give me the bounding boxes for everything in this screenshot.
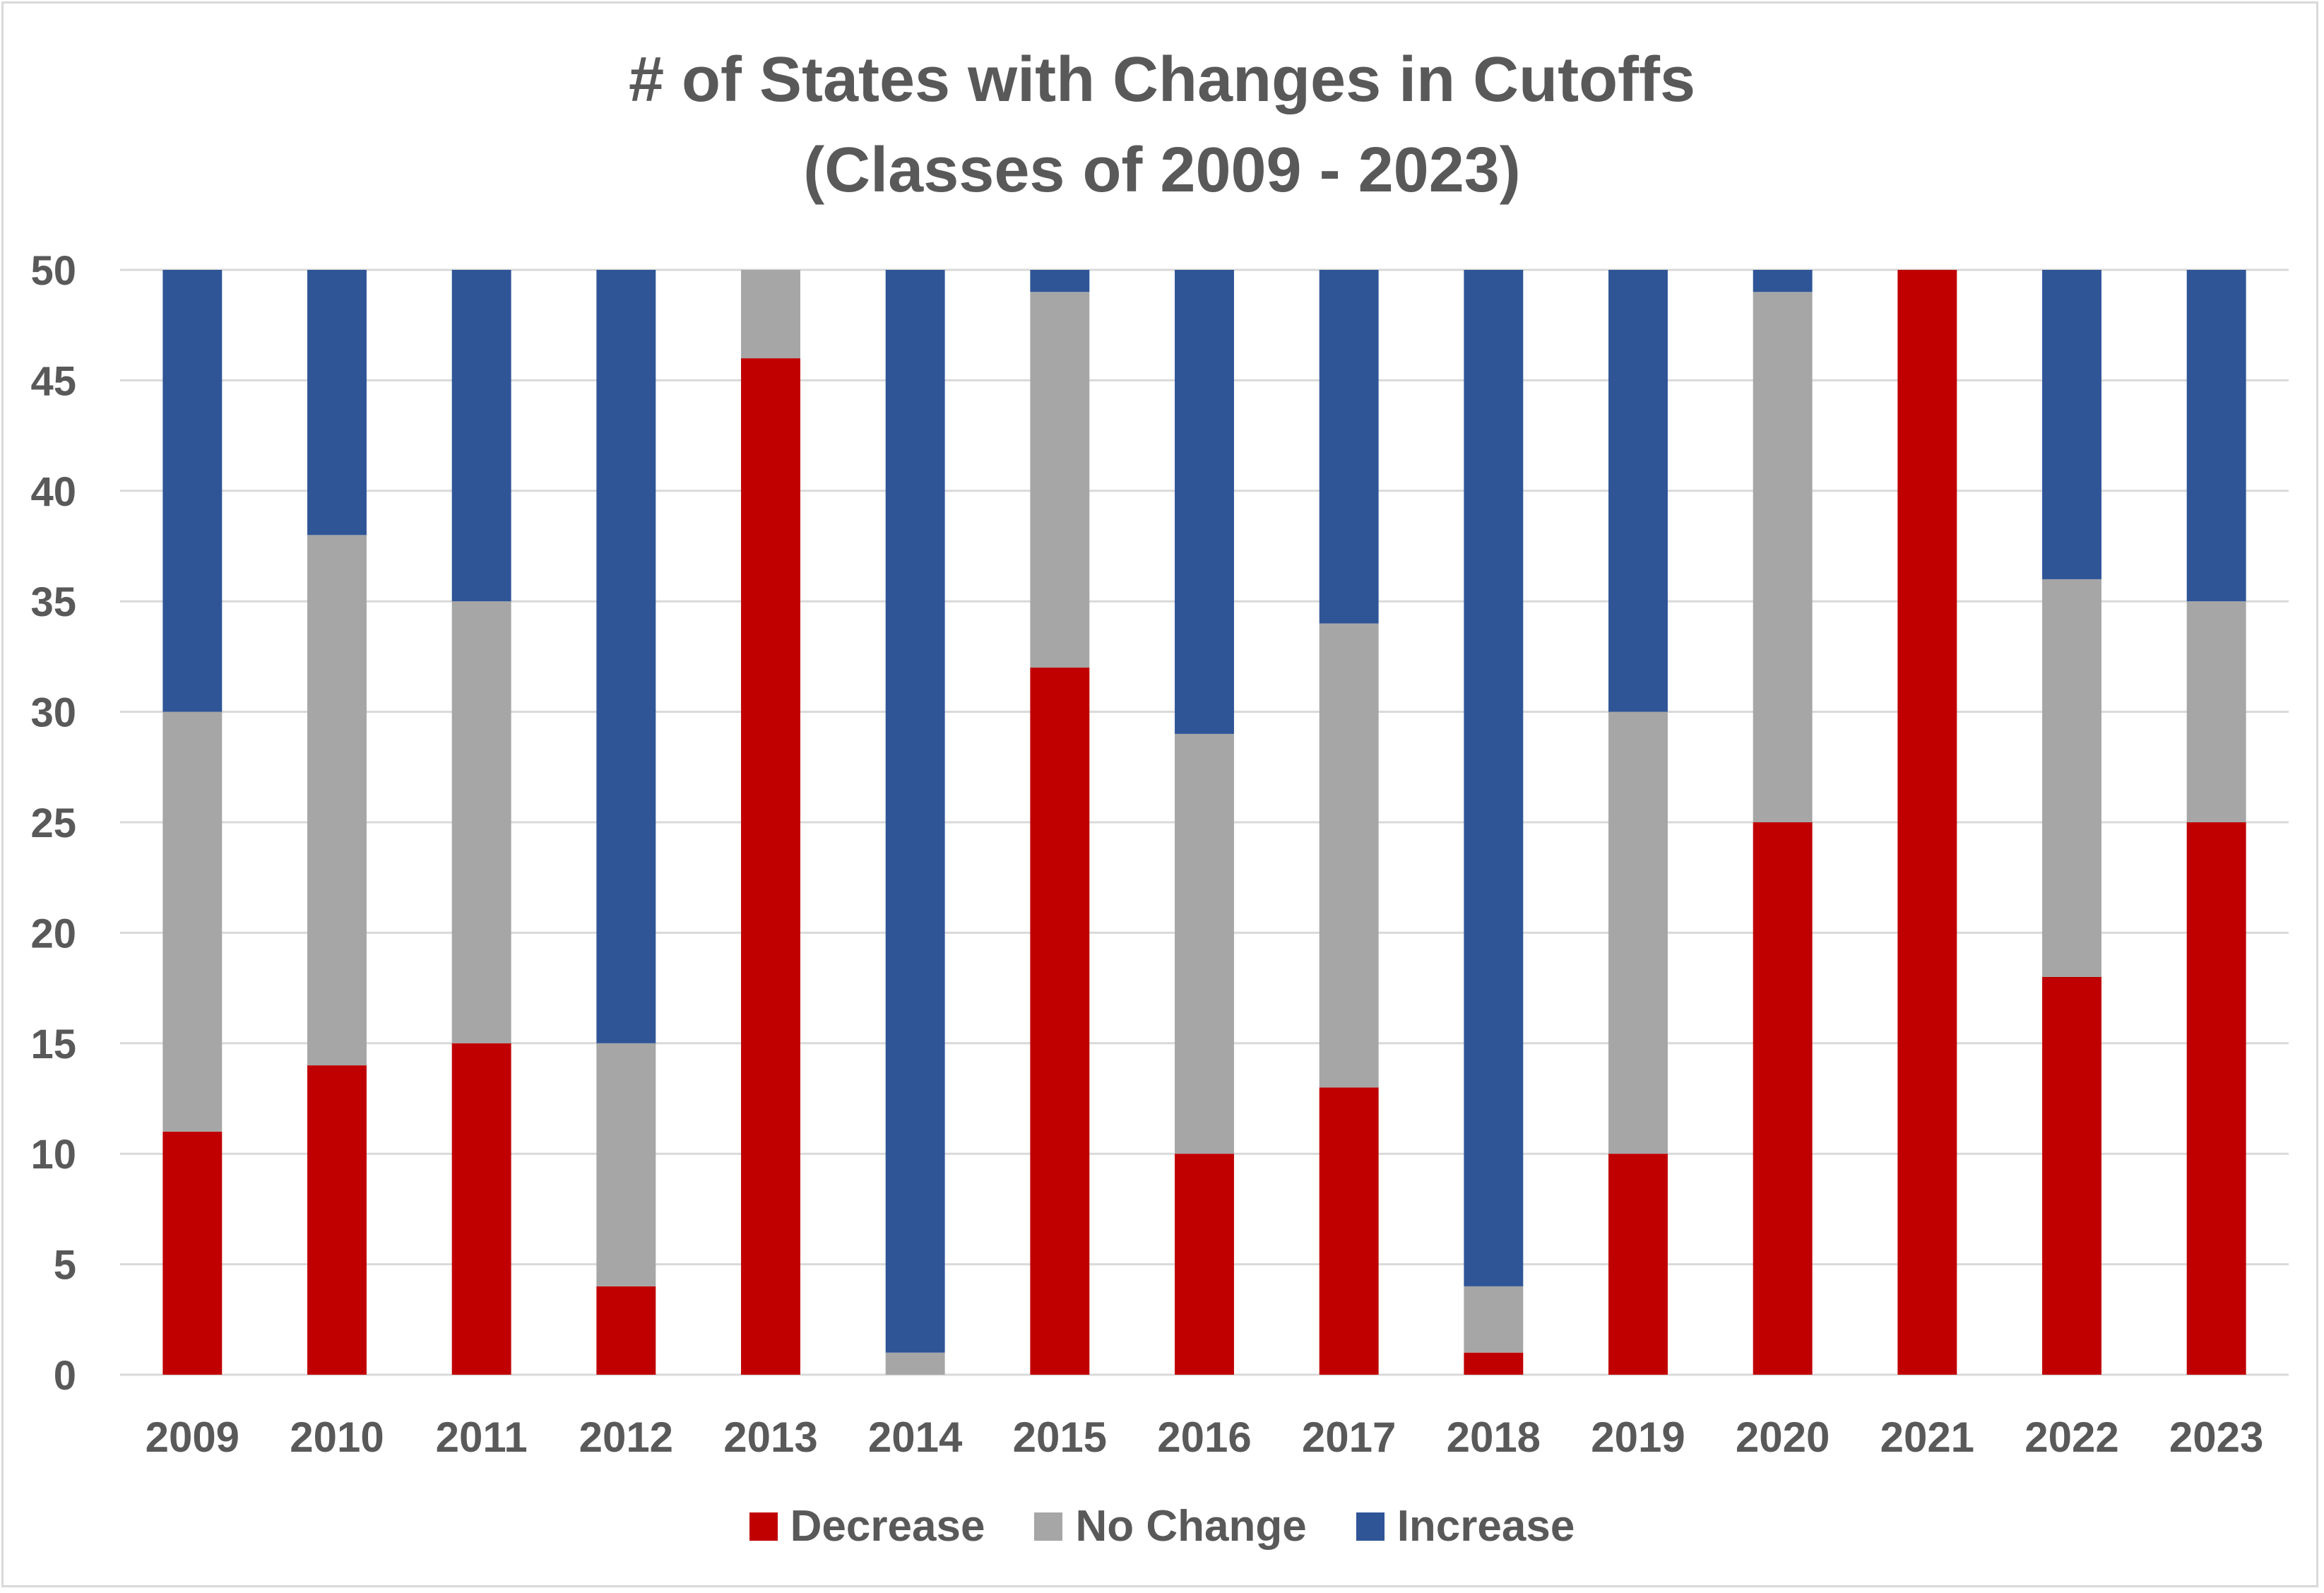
bar-2010-decrease [307, 1065, 367, 1375]
bar-2021-decrease [1897, 270, 1957, 1375]
y-tick-label: 0 [54, 1353, 76, 1399]
legend-swatch-no-change [1034, 1512, 1063, 1541]
bar-2022-decrease [2042, 976, 2101, 1375]
bar-2017-decrease [1319, 1087, 1379, 1375]
bar-2014-no-change [885, 1352, 945, 1375]
bar-2009-decrease [162, 1131, 223, 1375]
bar-2010-no-change [307, 535, 367, 1066]
legend-label-increase: Increase [1397, 1502, 1575, 1551]
bar-2020-decrease [1753, 822, 1813, 1375]
legend-label-no-change: No Change [1075, 1502, 1307, 1551]
bars [162, 270, 2246, 1375]
x-tick-label: 2010 [290, 1414, 384, 1461]
bar-2011-no-change [451, 601, 511, 1043]
bar-2020-increase [1753, 270, 1813, 292]
legend-item-decrease: Decrease [749, 1501, 985, 1551]
bar-2015-decrease [1030, 668, 1090, 1375]
bar-2016-no-change [1175, 733, 1234, 1154]
x-tick-label: 2019 [1591, 1414, 1685, 1461]
y-axis-ticks: 0 5 10 15 20 25 30 35 40 45 50 [30, 248, 76, 1399]
y-tick-label: 25 [30, 800, 76, 846]
chart-title-line-2: (Classes of 2009 - 2023) [803, 135, 1521, 206]
bar-2018-no-change [1464, 1286, 1524, 1353]
bar-2023-no-change [2186, 601, 2246, 822]
legend-item-no-change: No Change [1034, 1501, 1307, 1551]
bar-2018-decrease [1464, 1352, 1524, 1375]
y-tick-label: 15 [30, 1021, 76, 1067]
legend-swatch-increase [1356, 1512, 1385, 1541]
bar-2022-no-change [2042, 579, 2101, 977]
bar-2017-no-change [1319, 623, 1379, 1088]
legend-item-increase: Increase [1356, 1501, 1575, 1551]
y-tick-label: 5 [54, 1243, 76, 1289]
bar-2019-no-change [1608, 711, 1668, 1154]
legend-label-decrease: Decrease [790, 1502, 985, 1551]
x-tick-label: 2018 [1447, 1414, 1541, 1461]
bar-2013-no-change [741, 270, 800, 359]
bar-2010-increase [307, 270, 367, 535]
bar-2023-increase [2186, 270, 2246, 602]
x-tick-label: 2017 [1302, 1414, 1396, 1461]
bar-2016-increase [1175, 270, 1234, 734]
bar-2014-increase [885, 270, 945, 1353]
x-axis-ticks: 2009 2010 2011 2012 2013 2014 2015 2016 2017 2018… [146, 1414, 2264, 1461]
x-tick-label: 2015 [1013, 1414, 1107, 1461]
x-tick-label: 2013 [723, 1414, 817, 1461]
bar-2009-no-change [162, 711, 223, 1132]
bar-2023-decrease [2186, 822, 2246, 1375]
x-tick-label: 2012 [579, 1414, 673, 1461]
bar-2020-no-change [1753, 292, 1813, 822]
x-tick-label: 2023 [2169, 1414, 2263, 1461]
y-tick-label: 10 [30, 1132, 76, 1178]
y-tick-label: 50 [30, 248, 76, 294]
bar-2011-increase [451, 270, 511, 602]
y-tick-label: 40 [30, 469, 76, 515]
y-tick-label: 20 [30, 911, 76, 957]
bar-2009-increase [162, 270, 223, 712]
x-tick-label: 2020 [1736, 1414, 1830, 1461]
x-tick-label: 2021 [1880, 1414, 1974, 1461]
bar-2022-increase [2042, 270, 2101, 579]
bar-2013-decrease [741, 358, 800, 1375]
y-tick-label: 45 [30, 358, 76, 404]
bar-2016-decrease [1175, 1154, 1234, 1375]
y-tick-label: 35 [30, 579, 76, 625]
x-tick-label: 2016 [1157, 1414, 1251, 1461]
x-tick-label: 2011 [436, 1414, 528, 1461]
bar-2011-decrease [451, 1043, 511, 1375]
bar-2015-increase [1030, 270, 1090, 292]
bar-2012-decrease [596, 1286, 656, 1375]
y-tick-label: 30 [30, 690, 76, 736]
x-tick-label: 2022 [2024, 1414, 2118, 1461]
legend: Decrease No Change Increase [0, 1501, 2324, 1551]
bar-2018-increase [1464, 270, 1524, 1286]
bar-2019-increase [1608, 270, 1668, 712]
x-tick-label: 2009 [146, 1414, 239, 1461]
chart-title-line-1: # of States with Changes in Cutoffs [628, 45, 1696, 115]
bar-2015-no-change [1030, 292, 1090, 668]
legend-swatch-decrease [749, 1512, 778, 1541]
bar-2019-decrease [1608, 1154, 1668, 1375]
x-tick-label: 2014 [868, 1414, 963, 1461]
bar-2017-increase [1319, 270, 1379, 624]
bar-2012-no-change [596, 1043, 656, 1286]
bar-2012-increase [596, 270, 656, 1043]
